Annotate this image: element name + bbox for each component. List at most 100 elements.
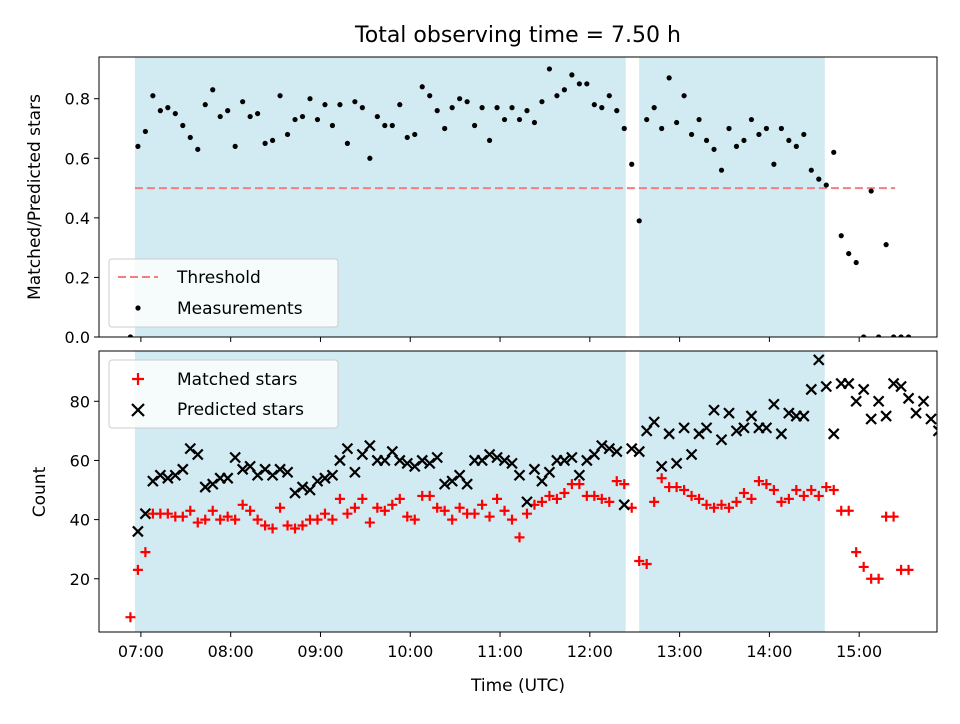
measurement-point (172, 110, 178, 117)
matched-star-point (679, 485, 690, 496)
x-tick-label: 10:00 (387, 642, 433, 661)
top-axes-frame (98, 56, 938, 338)
predicted-star-point (827, 428, 840, 440)
matched-star-point (132, 564, 143, 575)
predicted-star-point (498, 454, 511, 467)
predicted-star-point (543, 466, 556, 479)
predicted-star-point (596, 439, 608, 452)
measurement-point (240, 99, 246, 105)
matched-star-point (634, 556, 645, 567)
top-shaded-interval-1 (639, 57, 825, 337)
predicted-star-point (932, 425, 937, 437)
measurement-point (217, 113, 223, 120)
matched-star-point (589, 490, 600, 501)
matched-star-point (215, 514, 226, 525)
matched-star-point (851, 547, 862, 558)
measurement-point (142, 128, 148, 135)
predicted-star-point (169, 469, 182, 482)
predicted-star-point (259, 463, 271, 476)
measurement-point (269, 137, 276, 144)
matched-star-point (596, 493, 607, 504)
measurement-point (150, 93, 156, 99)
measurement-point (576, 81, 582, 87)
predicted-star-point (925, 413, 937, 425)
measurement-point (629, 161, 635, 167)
measurement-point (741, 137, 747, 144)
matched-star-point (379, 505, 390, 516)
measurement-point (793, 143, 799, 149)
matched-star-point (619, 479, 630, 490)
predicted-star-point (768, 398, 780, 411)
matched-star-point (125, 612, 136, 623)
predicted-star-point (813, 354, 825, 366)
measurement-point (868, 188, 874, 194)
bottom-axes-frame (98, 350, 938, 633)
predicted-star-point (349, 466, 361, 479)
measurement-point (756, 131, 762, 138)
predicted-star-point (820, 380, 833, 393)
measurement-point (666, 75, 672, 81)
predicted-star-point (289, 487, 301, 499)
matched-star-point (761, 479, 772, 490)
measurement-point (801, 131, 807, 138)
predicted-star-point (229, 451, 241, 464)
predicted-star-point (364, 439, 376, 452)
measurement-point (688, 131, 695, 138)
measurement-point (232, 143, 238, 149)
predicted-star-point (423, 457, 436, 470)
matched-star-point (477, 499, 488, 510)
measurement-point (329, 122, 336, 129)
predicted-star-point (401, 457, 414, 470)
predicted-star-point (678, 422, 690, 434)
bottom-legend: Matched stars Predicted stars (108, 359, 339, 429)
predicted-star-point (842, 377, 855, 390)
measurement-point (726, 125, 732, 132)
matched-star-point (275, 502, 286, 513)
predicted-star-point (311, 475, 324, 487)
predicted-star-point (872, 395, 885, 408)
predicted-star-point (865, 413, 877, 425)
predicted-star-point (491, 451, 503, 464)
predicted-star-point (416, 454, 429, 467)
predicted-star-point (513, 469, 526, 482)
measurement-point (457, 96, 463, 102)
x-tick-label: 09:00 (297, 642, 343, 661)
predicted-star-point (177, 463, 189, 476)
matched-star-point (492, 493, 503, 504)
measurement-point (397, 102, 403, 108)
measurement-point (127, 334, 134, 337)
predicted-star-point (334, 454, 346, 467)
measurement-point (516, 116, 523, 123)
predicted-star-point (394, 454, 406, 467)
predicted-star-point (319, 472, 331, 484)
matched-star-point (327, 514, 338, 525)
matched-star-point (200, 514, 211, 525)
measurement-point (479, 105, 485, 111)
matched-star-point (237, 499, 248, 510)
legend-threshold-label: Threshold (176, 268, 261, 288)
measurement-point (696, 116, 702, 123)
predicted-star-point (708, 404, 720, 416)
measurement-point (636, 218, 642, 224)
measurement-point (786, 137, 792, 144)
predicted-star-point (341, 442, 354, 455)
measurement-point (337, 102, 343, 108)
measurement-point (816, 176, 822, 182)
matched-star-point (454, 502, 465, 513)
predicted-star-point (147, 475, 159, 487)
predicted-star-point (521, 496, 533, 508)
predicted-star-point (326, 469, 339, 482)
legend-matched-swatch (132, 373, 144, 385)
measurement-point (569, 72, 575, 78)
matched-star-point (888, 511, 899, 522)
matched-star-point (207, 505, 218, 516)
measurement-point (898, 334, 904, 337)
predicted-star-point (431, 451, 443, 464)
predicted-star-point (162, 472, 174, 484)
measurement-point (165, 105, 171, 111)
predicted-star-point (274, 463, 286, 476)
matched-star-point (177, 511, 188, 522)
predicted-star-point (723, 407, 735, 419)
matched-star-point (806, 485, 817, 496)
matched-star-point (312, 514, 323, 525)
